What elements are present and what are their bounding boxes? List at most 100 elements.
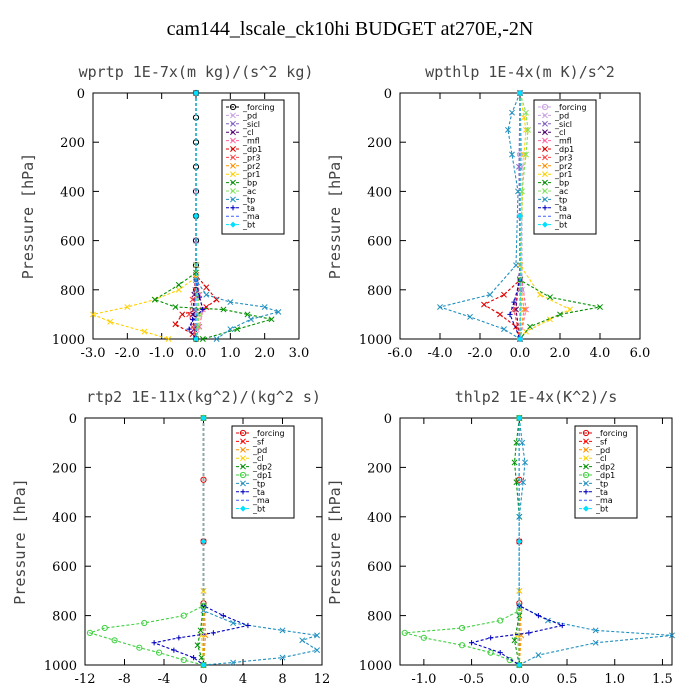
series-bt-point bbox=[517, 90, 523, 96]
series-ac-point bbox=[196, 311, 203, 318]
legend-ta-label: _ta bbox=[242, 204, 255, 213]
y-tick-label: 400 bbox=[367, 511, 392, 526]
series-tp-point bbox=[669, 632, 675, 639]
y-tick-label: 1000 bbox=[44, 659, 77, 674]
legend-tp-marker bbox=[240, 480, 246, 487]
series-dp2-point bbox=[513, 479, 520, 486]
legend-forcing-label: _forcing bbox=[595, 429, 628, 438]
series-dp1-point bbox=[136, 644, 143, 651]
series-tp-point bbox=[230, 620, 237, 626]
panel-title: rtp2 1E-11x(kg^2)/(kg^2 s) bbox=[86, 388, 321, 406]
series-bp-point bbox=[547, 294, 553, 301]
legend-ta-marker bbox=[240, 489, 246, 495]
series-bt-point bbox=[193, 213, 199, 219]
series-forcing-point bbox=[192, 262, 200, 269]
y-tick-label: 800 bbox=[367, 610, 392, 625]
y-tick-label: 0 bbox=[384, 412, 392, 427]
legend-ma-label: _ma bbox=[242, 212, 260, 221]
series-bp-point bbox=[557, 311, 563, 318]
series-dp1-point bbox=[155, 649, 163, 656]
series-ta-point bbox=[171, 647, 177, 653]
series-bp-point bbox=[527, 323, 533, 330]
legend-pr1-label: _pr1 bbox=[554, 170, 572, 179]
series-dp2-point bbox=[511, 459, 518, 466]
legend-pd-marker bbox=[583, 446, 589, 453]
series-tp-point bbox=[437, 304, 443, 310]
series-dp1-point bbox=[501, 291, 507, 298]
legend-mfl-marker bbox=[230, 137, 236, 144]
legend-cl-marker bbox=[240, 455, 246, 462]
series-tp-point bbox=[535, 652, 542, 659]
legend-pd-marker bbox=[240, 446, 246, 453]
y-axis-label: Pressure [hPa] bbox=[326, 153, 344, 279]
legend-ta-marker bbox=[583, 489, 589, 495]
series-dp1-point bbox=[497, 617, 504, 624]
series-ta-point bbox=[507, 311, 513, 317]
series-bp-point bbox=[175, 281, 182, 288]
x-tick-label: 1.5 bbox=[652, 672, 673, 687]
series-pr1-point bbox=[521, 114, 527, 121]
legend-dp1-marker bbox=[230, 146, 236, 152]
x-tick-label: 0.5 bbox=[557, 672, 578, 687]
series-pr1-line bbox=[91, 93, 197, 340]
legend-pr3-label: _pr3 bbox=[554, 153, 572, 162]
legend-sf-marker bbox=[583, 438, 589, 445]
series-tp-point bbox=[279, 654, 286, 661]
legend-bp-label: _bp bbox=[242, 179, 257, 188]
series-ta-point bbox=[191, 654, 197, 661]
series-tp-point bbox=[314, 632, 321, 639]
series-bp-point bbox=[268, 316, 275, 323]
legend-bt-marker bbox=[230, 221, 236, 228]
legend-sicl-label: _sicl bbox=[554, 120, 572, 129]
x-tick-label: -8 bbox=[118, 672, 131, 687]
series-ta-point bbox=[245, 622, 251, 629]
series-bp-line bbox=[153, 93, 272, 340]
panel-title: thlp2 1E-4x(K^2)/s bbox=[455, 388, 618, 406]
x-tick-label: -2.0 bbox=[467, 346, 492, 361]
legend-ma-label: _ma bbox=[252, 496, 270, 505]
series-ta-point bbox=[176, 635, 182, 641]
series-bt-point bbox=[517, 336, 523, 342]
y-tick-label: 800 bbox=[52, 610, 77, 625]
legend-pr1-label: _pr1 bbox=[242, 170, 260, 179]
y-axis-label: Pressure [hPa] bbox=[11, 478, 29, 604]
x-tick-label: 2.0 bbox=[550, 346, 571, 361]
y-tick-label: 400 bbox=[367, 185, 392, 200]
series-bp-point bbox=[597, 304, 603, 310]
legend-dp1-label: _dp1 bbox=[242, 145, 262, 154]
y-tick-label: 800 bbox=[60, 284, 85, 299]
legend-forcing-marker bbox=[239, 429, 247, 437]
legend-tp-label: _tp bbox=[252, 479, 265, 488]
series-dp1-point bbox=[180, 612, 187, 619]
series-dp2-line bbox=[513, 417, 520, 666]
series-tp-point bbox=[279, 627, 286, 634]
y-tick-label: 200 bbox=[367, 461, 392, 476]
y-tick-label: 600 bbox=[367, 235, 392, 250]
legend-bp-marker bbox=[542, 179, 548, 186]
legend-dp2-marker bbox=[583, 463, 589, 470]
series-ta-point bbox=[200, 306, 206, 313]
series-tp-point bbox=[261, 304, 268, 310]
series-tp-point bbox=[275, 308, 282, 315]
y-tick-label: 800 bbox=[367, 284, 392, 299]
legend-mfl-marker bbox=[542, 137, 548, 144]
series-ta-point bbox=[151, 640, 157, 646]
series-dp1-point bbox=[111, 637, 118, 644]
series-bt-point bbox=[516, 662, 523, 668]
legend-forcing-label: _forcing bbox=[252, 429, 285, 438]
legend-cl-marker bbox=[230, 129, 236, 136]
legend-pd-marker bbox=[230, 112, 236, 119]
legend-dp1-label: _dp1 bbox=[252, 471, 272, 480]
legend-ac-label: _ac bbox=[554, 187, 568, 196]
series-bp-point bbox=[193, 269, 199, 276]
series-pr1-point bbox=[107, 318, 114, 325]
chart-panel-wpthlp: wpthlp 1E-4x(m K)/s^2 -6.0 -4.0 -2.0 0.0 2.0 4… bbox=[326, 63, 650, 361]
x-tick-label: 4 bbox=[239, 672, 247, 687]
y-tick-label: 1000 bbox=[359, 659, 392, 674]
legend-forcing-label: _forcing bbox=[554, 103, 587, 112]
series-dp1-point bbox=[172, 321, 179, 328]
legend-bt-marker bbox=[583, 505, 589, 512]
plot-frame bbox=[399, 417, 673, 666]
series-bt-point bbox=[200, 538, 207, 545]
legend-mfl-label: _mfl bbox=[242, 137, 260, 146]
